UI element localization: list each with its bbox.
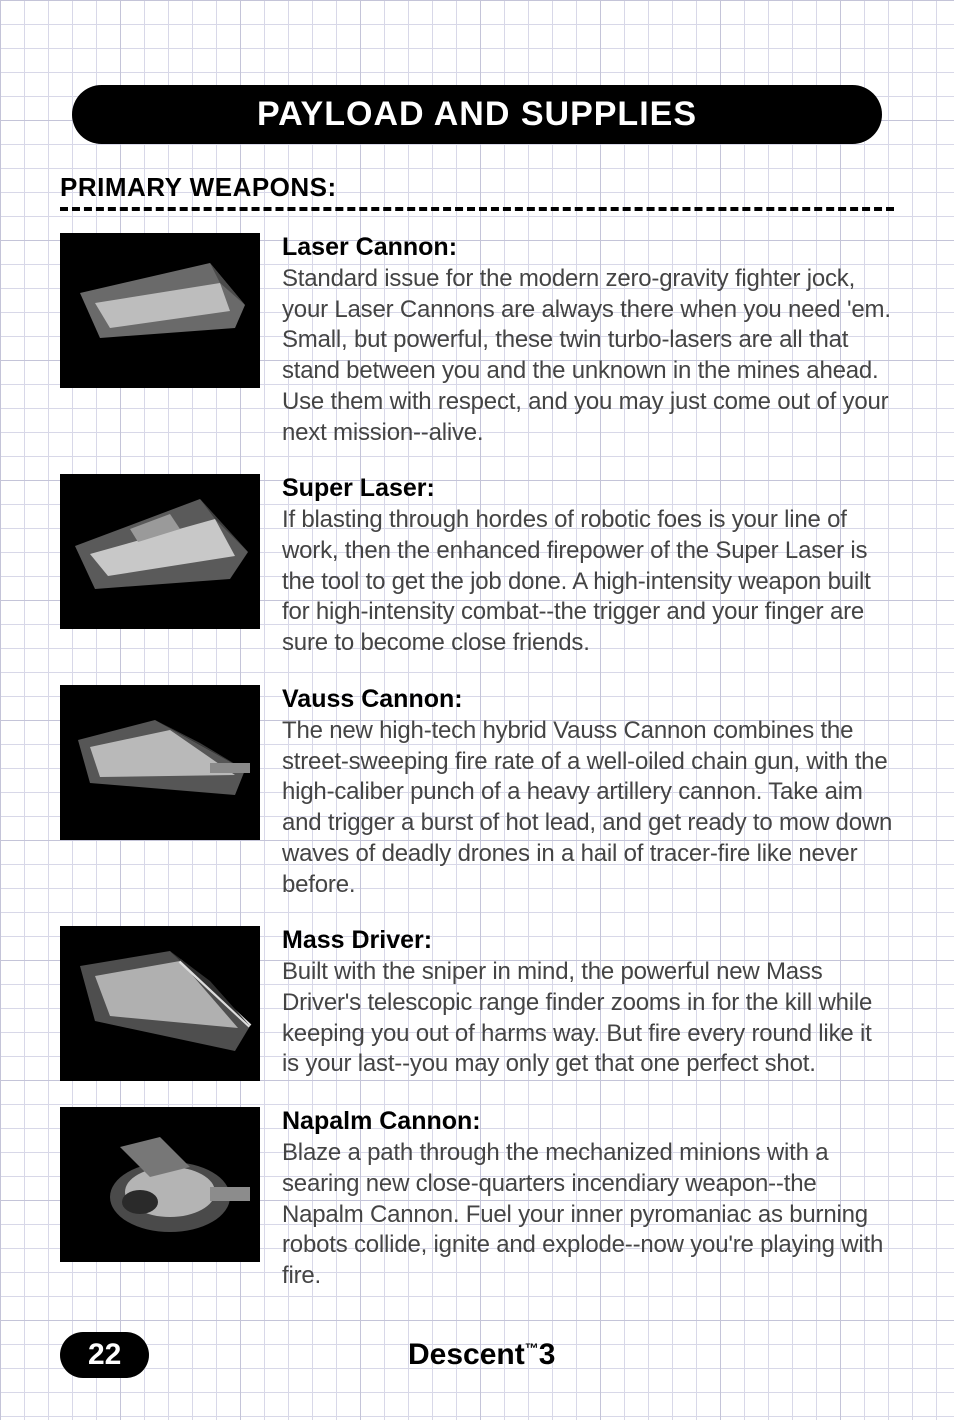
super-laser-icon (60, 474, 260, 629)
weapon-description: If blasting through hordes of robotic fo… (282, 505, 894, 659)
weapon-name: Laser Cannon: (282, 233, 894, 262)
weapon-body: Napalm Cannon: Blaze a path through the … (282, 1107, 894, 1292)
weapon-description: The new high-tech hybrid Vauss Cannon co… (282, 716, 894, 900)
weapon-name: Super Laser: (282, 474, 894, 503)
section-divider (60, 207, 894, 211)
weapon-row: Mass Driver: Built with the sniper in mi… (60, 926, 894, 1081)
page-content: PAYLOAD AND SUPPLIES PRIMARY WEAPONS: La… (0, 0, 954, 1420)
weapon-row: Laser Cannon: Standard issue for the mod… (60, 233, 894, 448)
page-header-title: PAYLOAD AND SUPPLIES (257, 95, 697, 133)
mass-driver-icon (60, 926, 260, 1081)
weapon-body: Laser Cannon: Standard issue for the mod… (282, 233, 894, 448)
section-heading: PRIMARY WEAPONS: (60, 172, 894, 203)
weapon-body: Super Laser: If blasting through hordes … (282, 474, 894, 659)
weapon-body: Vauss Cannon: The new high-tech hybrid V… (282, 685, 894, 900)
napalm-cannon-icon (60, 1107, 260, 1262)
page-header-pill: PAYLOAD AND SUPPLIES (72, 85, 882, 144)
weapon-description: Built with the sniper in mind, the power… (282, 957, 894, 1080)
weapon-name: Napalm Cannon: (282, 1107, 894, 1136)
weapon-row: Vauss Cannon: The new high-tech hybrid V… (60, 685, 894, 900)
weapon-description: Blaze a path through the mechanized mini… (282, 1138, 894, 1292)
weapon-body: Mass Driver: Built with the sniper in mi… (282, 926, 894, 1080)
laser-cannon-icon (60, 233, 260, 388)
weapon-name: Vauss Cannon: (282, 685, 894, 714)
vauss-cannon-icon (60, 685, 260, 840)
weapon-name: Mass Driver: (282, 926, 894, 955)
weapon-row: Napalm Cannon: Blaze a path through the … (60, 1107, 894, 1292)
weapon-row: Super Laser: If blasting through hordes … (60, 474, 894, 659)
weapon-description: Standard issue for the modern zero-gravi… (282, 264, 894, 448)
